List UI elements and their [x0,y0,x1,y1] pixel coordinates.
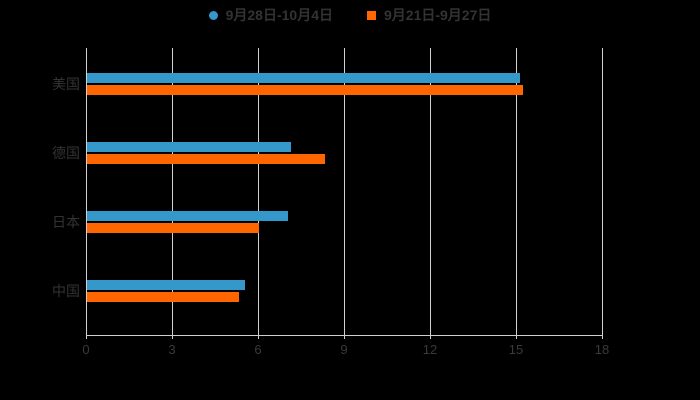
category-label: 中国 [52,283,80,299]
x-axis-tick [258,335,259,339]
bar-series-0-日本 [87,211,288,221]
x-tick-label: 9 [340,342,348,357]
bar-series-0-德国 [87,142,291,152]
x-axis-tick [430,335,431,339]
bar-series-1-日本 [87,223,259,233]
bar-series-1-中国 [87,292,239,302]
legend-square-marker-icon [367,10,376,20]
gridline [258,48,259,335]
chart-legend: 9月28日-10月4日 9月21日-9月27日 [0,7,700,23]
x-axis-tick [172,335,173,339]
x-axis-tick [516,335,517,339]
x-axis-tick [86,335,87,339]
x-axis-tick [344,335,345,339]
gridline [602,48,603,335]
category-label: 德国 [52,145,80,161]
bar-series-1-德国 [87,154,325,164]
legend-item-0[interactable]: 9月28日-10月4日 [208,7,333,23]
legend-item-1[interactable]: 9月21日-9月27日 [367,7,491,23]
bar-series-1-美国 [87,85,523,95]
category-label: 日本 [52,214,80,230]
x-axis-tick [602,335,603,339]
x-axis-line [86,335,603,336]
legend-circle-marker-icon [208,10,218,20]
x-tick-label: 12 [422,342,438,357]
category-label: 美国 [52,76,80,92]
x-tick-label: 18 [594,342,610,357]
bar-series-0-中国 [87,280,245,290]
x-tick-label: 15 [508,342,524,357]
x-tick-label: 3 [168,342,176,357]
gridline [86,48,87,335]
gridline [516,48,517,335]
gridline [430,48,431,335]
x-tick-label: 6 [254,342,262,357]
gridline [172,48,173,335]
gridline [344,48,345,335]
plot-area: 0 3 6 9 12 15 18 [82,48,609,360]
legend-label: 9月28日-10月4日 [225,7,333,23]
legend-label: 9月21日-9月27日 [384,7,492,23]
bar-series-0-美国 [87,73,520,83]
x-tick-label: 0 [82,342,90,357]
